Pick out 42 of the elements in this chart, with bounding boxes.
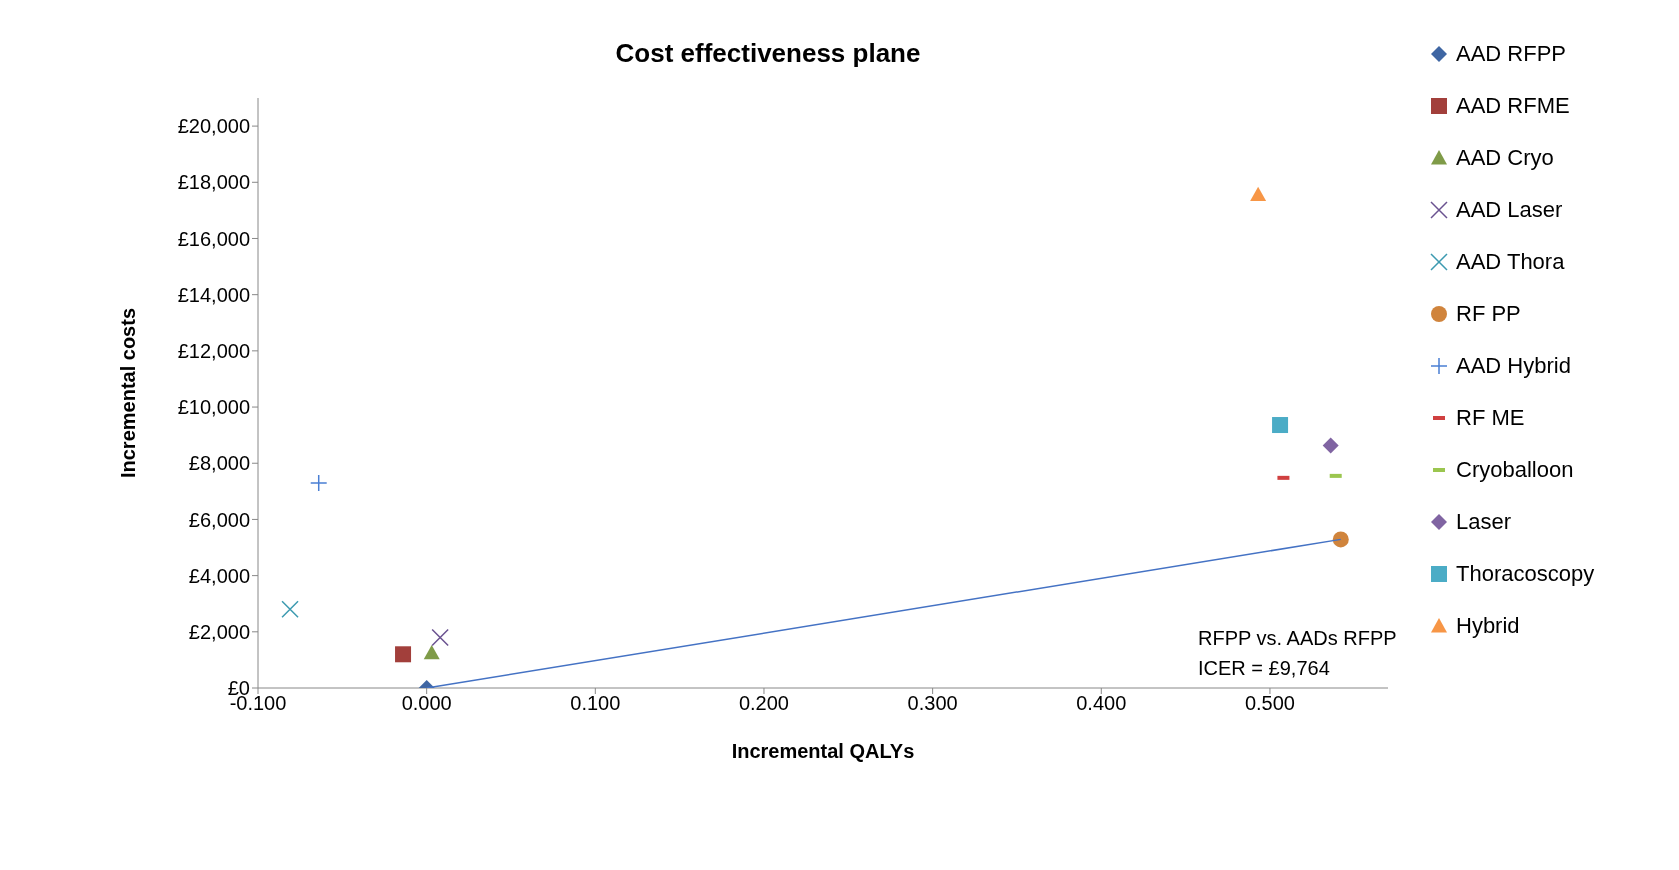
point bbox=[1272, 417, 1289, 434]
point bbox=[1250, 186, 1267, 202]
y-tick-label: £20,000 bbox=[177, 115, 250, 138]
legend-label: AAD Laser bbox=[1456, 197, 1563, 223]
y-tick-label: £8,000 bbox=[188, 452, 250, 475]
legend-label: Hybrid bbox=[1456, 613, 1520, 639]
x-tick-label: 0.400 bbox=[1076, 692, 1127, 715]
legend-label: Laser bbox=[1456, 509, 1512, 535]
point bbox=[431, 628, 449, 647]
point bbox=[281, 600, 299, 619]
annotation: ICER = £9,764 bbox=[1198, 656, 1331, 681]
x-tick-label: 0.100 bbox=[570, 692, 621, 715]
legend-label: AAD Hybrid bbox=[1456, 353, 1571, 379]
x-tick-label: 0.000 bbox=[401, 692, 452, 715]
annotation: RFPP vs. AADs RFPP bbox=[1198, 626, 1397, 651]
x-tick-label: 0.300 bbox=[907, 692, 958, 715]
legend-label: RF ME bbox=[1456, 405, 1525, 431]
legend-label: AAD RFPP bbox=[1456, 41, 1567, 67]
legend-label: AAD Cryo bbox=[1456, 145, 1554, 171]
y-tick-label: £14,000 bbox=[177, 283, 250, 306]
y-tick-label: £4,000 bbox=[188, 564, 250, 587]
legend-label: AAD Thora bbox=[1456, 249, 1565, 275]
point bbox=[423, 644, 440, 660]
x-axis-title: Incremental QALYs bbox=[731, 740, 915, 762]
y-tick-label: £2,000 bbox=[188, 620, 250, 643]
y-tick-label: £6,000 bbox=[188, 508, 250, 531]
y-tick-label: £18,000 bbox=[177, 171, 250, 194]
legend-label: Thoracoscopy bbox=[1456, 561, 1595, 587]
x-tick-label: 0.200 bbox=[738, 692, 789, 715]
y-tick-label: £10,000 bbox=[177, 396, 250, 419]
y-tick-label: £16,000 bbox=[177, 227, 250, 250]
point bbox=[1322, 437, 1339, 454]
chart-title: Cost effectiveness plane bbox=[614, 38, 922, 69]
legend-label: AAD RFME bbox=[1456, 93, 1570, 119]
point bbox=[309, 474, 328, 492]
legend-label: RF PP bbox=[1456, 301, 1521, 327]
point bbox=[395, 646, 412, 663]
x-tick-label: 0.500 bbox=[1244, 692, 1295, 715]
point bbox=[1332, 531, 1349, 548]
legend-label: Cryoballoon bbox=[1456, 457, 1574, 483]
y-tick-label: £12,000 bbox=[177, 339, 250, 362]
y-axis-title: Incremental costs bbox=[117, 307, 140, 479]
